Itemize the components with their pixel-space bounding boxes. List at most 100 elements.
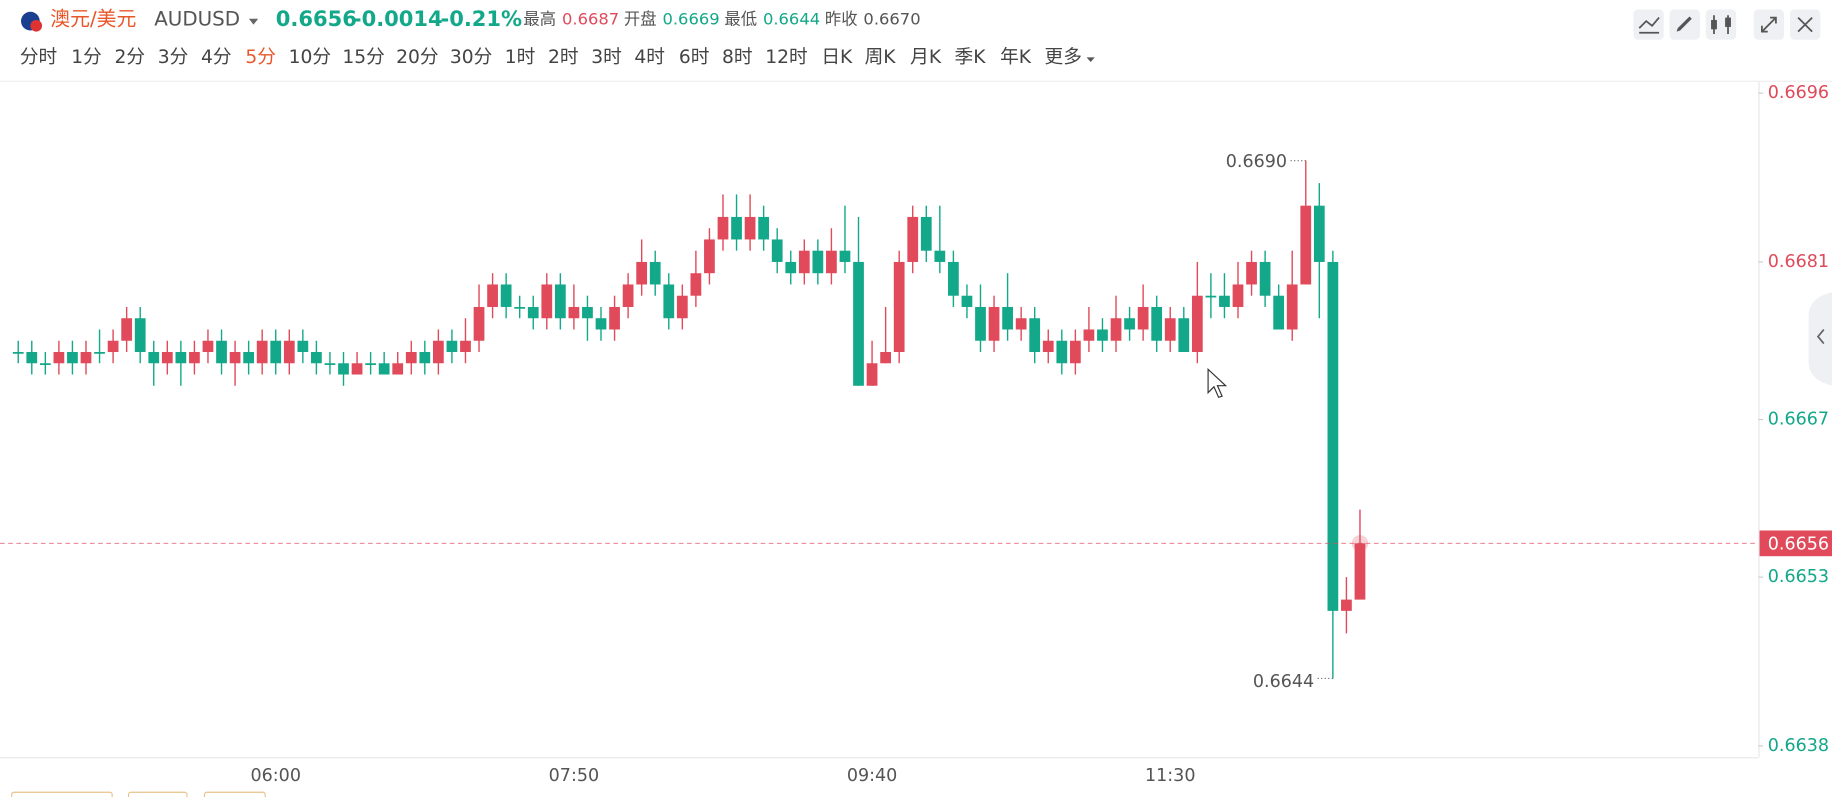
period-tab[interactable]: 20分 (396, 47, 438, 68)
candle-body (1151, 306, 1163, 341)
period-tab[interactable]: 4分 (201, 47, 232, 68)
period-tab[interactable]: 分时 (20, 47, 57, 68)
candle-body (107, 340, 119, 352)
candle-body (487, 284, 498, 307)
tool-icon (1711, 19, 1717, 30)
candle-body (839, 250, 851, 262)
candle-body (663, 284, 675, 319)
candle-body (744, 216, 756, 240)
candle-body (907, 216, 919, 262)
stat-label: 最低 (724, 9, 757, 28)
candle-body (432, 340, 444, 364)
candle-body (1042, 340, 1054, 352)
stat-label: 最高 (523, 9, 556, 28)
stats: 最高 0.6687 开盘 0.6669 最低 0.6644 昨收 0.6670 (523, 9, 920, 28)
candle-body (595, 318, 607, 330)
period-tab[interactable]: 6时 (679, 47, 710, 68)
period-tab[interactable]: 8时 (722, 47, 753, 68)
stat-value: 0.6644 (763, 9, 820, 28)
candle-body (866, 363, 878, 386)
candle-body (473, 306, 485, 341)
candle-body (67, 351, 78, 364)
symbol-code[interactable]: AUDUSD (154, 7, 240, 30)
candle-body (39, 363, 51, 366)
candle-body (500, 284, 512, 307)
period-tab[interactable]: 4时 (634, 47, 665, 68)
period-tab[interactable]: 2分 (114, 47, 145, 68)
candle-body (541, 284, 553, 319)
x-tick-label: 11:30 (1145, 766, 1195, 786)
candle-body (1137, 306, 1149, 330)
tool-icon (1638, 17, 1660, 34)
candle-body (1327, 261, 1339, 611)
plot: 0.6696 0.6681 0.6667 0.6653 0.6638 06:00 07:50… (0, 83, 1832, 786)
candle-body (893, 261, 905, 352)
period-tab[interactable]: 更多 (1045, 47, 1082, 68)
candle-body (1178, 318, 1190, 352)
candle-body (826, 250, 837, 274)
period-bar: 分时 1分 2分 3分 4分 5分 10分 15分 20分 30分 1时 2时 3时 4时 6时 8时 12时日… (20, 47, 1095, 68)
period-tab[interactable]: 5分 (245, 47, 276, 68)
candle-body (297, 340, 309, 352)
period-tab[interactable]: 12时 (765, 47, 807, 68)
candle-body (1029, 318, 1041, 352)
candle-body (80, 351, 92, 364)
period-tab[interactable]: 1时 (505, 47, 536, 68)
candle-body (12, 351, 24, 354)
candle-body (948, 261, 959, 296)
period-tab[interactable]: 季K (955, 47, 987, 68)
candle-body (1056, 340, 1068, 364)
period-tab[interactable]: 10分 (289, 47, 331, 68)
candle-body (1259, 261, 1271, 296)
candle-body (378, 363, 390, 375)
x-tick-label: 07:50 (549, 766, 599, 786)
candle-body (121, 318, 133, 341)
candle-body (771, 239, 783, 262)
candle-body (649, 261, 661, 285)
symbol-dropdown[interactable] (248, 18, 259, 25)
candle-body (1354, 543, 1366, 600)
candle-body (704, 239, 715, 274)
period-tab[interactable]: 30分 (450, 47, 492, 68)
bottom-tab[interactable] (203, 791, 266, 797)
symbol-name[interactable]: 澳元/美元 (50, 7, 136, 30)
bottom-tab[interactable] (11, 791, 113, 797)
period-tab[interactable]: 月K (910, 47, 942, 68)
candle-body (419, 351, 431, 364)
y-tick-label: 0.6638 (1768, 736, 1829, 756)
candle-body (202, 340, 214, 352)
candle-body (405, 351, 417, 364)
candle-body (283, 340, 295, 364)
period-tab[interactable]: 周K (865, 47, 897, 68)
y-tick-label: 0.6667 (1768, 410, 1829, 430)
candle-body (1002, 306, 1013, 330)
candle-body (1205, 295, 1217, 298)
period-tab[interactable]: 15分 (342, 47, 384, 68)
candle-body (175, 351, 187, 364)
candle-body (690, 273, 702, 296)
candle-body (975, 306, 986, 341)
candle-body (1097, 329, 1108, 341)
candle-body (1232, 284, 1244, 307)
candle-body (514, 306, 526, 309)
candle-body (1083, 329, 1095, 341)
candle-body (880, 351, 891, 364)
candle-body (148, 351, 160, 364)
candle-body (53, 351, 65, 364)
period-tab[interactable]: 1分 (71, 47, 102, 68)
more-dropdown (1086, 57, 1095, 63)
candle-body (460, 340, 471, 352)
period-tab[interactable]: 3分 (158, 47, 189, 68)
bottom-tab[interactable] (127, 791, 188, 797)
period-tab[interactable]: 年K (1000, 47, 1032, 68)
candle-body (961, 295, 973, 307)
candle-body (94, 351, 105, 354)
tool-button[interactable] (1633, 9, 1664, 40)
period-tab[interactable]: 3时 (591, 47, 622, 68)
period-tab[interactable]: 2时 (548, 47, 579, 68)
candle-body (1273, 295, 1285, 330)
stat-label: 开盘 (624, 9, 657, 28)
tool-button[interactable] (1705, 9, 1737, 40)
period-tab[interactable]: 日K (821, 47, 853, 68)
